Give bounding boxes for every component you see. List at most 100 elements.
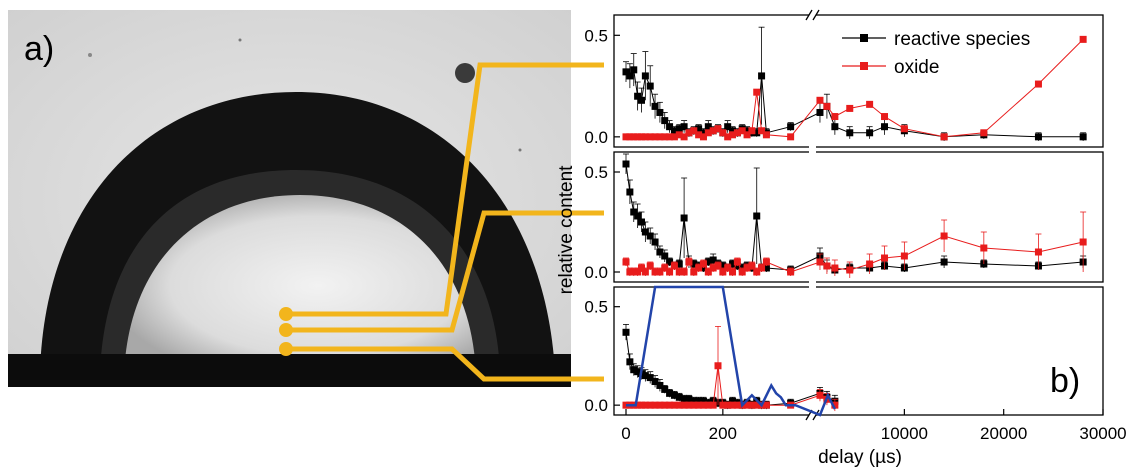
data-point [670, 391, 678, 399]
data-point [680, 401, 688, 409]
data-point [630, 268, 638, 276]
data-point [714, 262, 722, 270]
data-point [680, 133, 688, 141]
probe-dot-middle [279, 323, 293, 337]
data-point [641, 133, 649, 141]
data-point [690, 268, 698, 276]
data-point [641, 372, 649, 380]
data-point [690, 401, 698, 409]
legend-marker [860, 34, 868, 42]
data-point [758, 264, 766, 272]
data-point [656, 108, 664, 116]
data-point [626, 133, 634, 141]
data-point [626, 268, 634, 276]
data-point [685, 395, 693, 403]
legend-marker [860, 62, 868, 70]
data-point [637, 401, 645, 409]
data-point [695, 401, 703, 409]
data-point [661, 385, 669, 393]
data-point [762, 264, 770, 272]
data-point [787, 268, 795, 276]
data-point [690, 397, 698, 405]
data-point [866, 260, 874, 268]
data-point [704, 268, 712, 276]
data-point [704, 258, 712, 266]
data-point [787, 123, 795, 131]
axis-break-mark [805, 9, 813, 21]
data-point [881, 113, 889, 121]
data-point [661, 252, 669, 260]
data-point [695, 131, 703, 139]
data-point [729, 131, 737, 139]
data-point [651, 378, 659, 386]
data-point [634, 92, 642, 100]
data-point [622, 258, 630, 266]
data-point [762, 131, 770, 139]
data-point [680, 395, 688, 403]
data-point [699, 401, 707, 409]
panel-b-label: b) [1050, 362, 1080, 400]
data-point [637, 264, 645, 272]
data-point [646, 232, 654, 240]
photo-speck [518, 148, 522, 152]
data-point [846, 129, 854, 137]
data-point [630, 208, 638, 216]
data-point [709, 127, 717, 135]
data-point [695, 125, 703, 133]
axis-break-mark [812, 409, 820, 421]
data-point [748, 262, 756, 270]
data-point [709, 397, 717, 405]
data-point [738, 127, 746, 135]
data-point [733, 258, 741, 266]
connector-bottom [286, 346, 604, 382]
data-point [748, 401, 756, 409]
data-point [831, 123, 839, 131]
data-point [656, 268, 664, 276]
data-point [831, 113, 839, 121]
data-point [699, 397, 707, 405]
y-tick-label: 0.0 [584, 128, 608, 147]
data-point [1034, 80, 1042, 88]
data-point [622, 133, 630, 141]
data-point [637, 133, 645, 141]
data-point [881, 254, 889, 262]
data-point [675, 401, 683, 409]
data-point [762, 401, 770, 409]
data-point [733, 401, 741, 409]
data-point [1079, 133, 1087, 141]
data-point [823, 262, 831, 270]
chart-panel-2: 0.0 0.5 [584, 150, 1104, 284]
data-point [695, 397, 703, 405]
y-tick-label: 0.5 [584, 26, 608, 45]
data-point [729, 268, 737, 276]
data-point [651, 268, 659, 276]
legend-label: reactive species [894, 29, 1030, 50]
y-tick-label: 0.0 [584, 263, 608, 282]
data-point [685, 129, 693, 137]
data-point [831, 264, 839, 272]
data-point [699, 260, 707, 268]
panel-a-label: a) [24, 30, 54, 68]
series-line [626, 39, 1084, 138]
data-point [626, 72, 634, 80]
data-point [816, 258, 824, 266]
data-point [743, 401, 751, 409]
probe-connectors [286, 62, 604, 382]
data-point [641, 268, 649, 276]
relative-content-chart: 0.0 0.5 0.0 0.5 0.0 0.5 0 200 10000 20000 30000 rea… [584, 9, 1127, 443]
chart-panel-3: 0.0 0.5 [584, 285, 1104, 421]
data-point [656, 133, 664, 141]
data-point [753, 268, 761, 276]
data-point [637, 96, 645, 104]
data-point [823, 102, 831, 110]
data-point [816, 96, 824, 104]
oxide-series [622, 211, 1087, 278]
data-point [748, 127, 756, 135]
data-point [656, 248, 664, 256]
x-tick-label: 30000 [1079, 424, 1126, 443]
data-point [675, 268, 683, 276]
data-point [634, 268, 642, 276]
data-point [816, 391, 824, 399]
connector-top [286, 62, 604, 317]
